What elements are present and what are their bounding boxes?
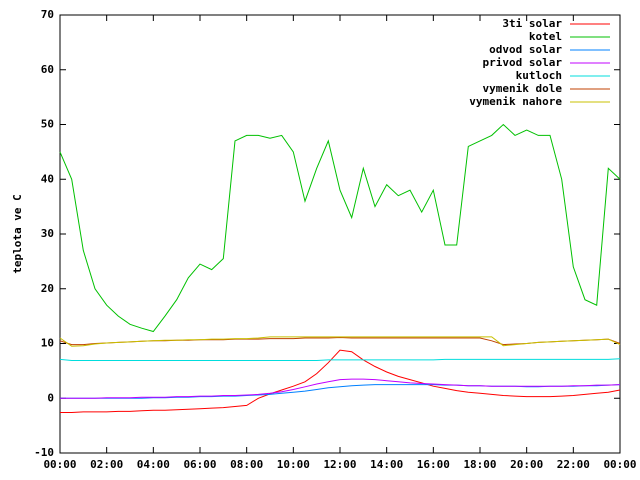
y-tick-label: 30 <box>41 227 54 240</box>
y-tick-label: 60 <box>41 63 54 76</box>
series-line <box>60 349 621 413</box>
legend-label: odvod solar <box>489 43 562 56</box>
series-line <box>60 378 621 399</box>
series-line <box>59 358 621 361</box>
x-tick-label: 08:00 <box>230 458 263 471</box>
y-tick-label: 20 <box>41 282 54 295</box>
x-tick-label: 06:00 <box>183 458 216 471</box>
x-tick-label: 12:00 <box>323 458 356 471</box>
series-line <box>59 123 621 333</box>
y-tick-label: -10 <box>34 446 54 459</box>
legend-label: kutloch <box>516 69 562 82</box>
x-tick-label: 14:00 <box>370 458 403 471</box>
legend-label: vymenik nahore <box>469 95 562 108</box>
y-tick-label: 40 <box>41 172 54 185</box>
x-tick-label: 22:00 <box>557 458 590 471</box>
legend-label: privod solar <box>483 56 563 69</box>
y-tick-label: 70 <box>41 8 54 21</box>
series-line <box>59 336 621 347</box>
x-tick-label: 04:00 <box>137 458 170 471</box>
x-tick-label: 16:00 <box>417 458 450 471</box>
x-tick-label: 20:00 <box>510 458 543 471</box>
y-tick-label: 50 <box>41 118 54 131</box>
legend-label: 3ti solar <box>502 17 562 30</box>
x-tick-label: 18:00 <box>463 458 496 471</box>
x-tick-label: 02:00 <box>90 458 123 471</box>
legend-label: kotel <box>529 30 562 43</box>
x-tick-label: 10:00 <box>277 458 310 471</box>
y-tick-label: 0 <box>47 391 54 404</box>
x-tick-label: 00:00 <box>603 458 636 471</box>
y-axis-label: teplota ve C <box>11 194 24 273</box>
y-tick-label: 10 <box>41 337 54 350</box>
legend-label: vymenik dole <box>483 82 563 95</box>
x-tick-label: 00:00 <box>43 458 76 471</box>
